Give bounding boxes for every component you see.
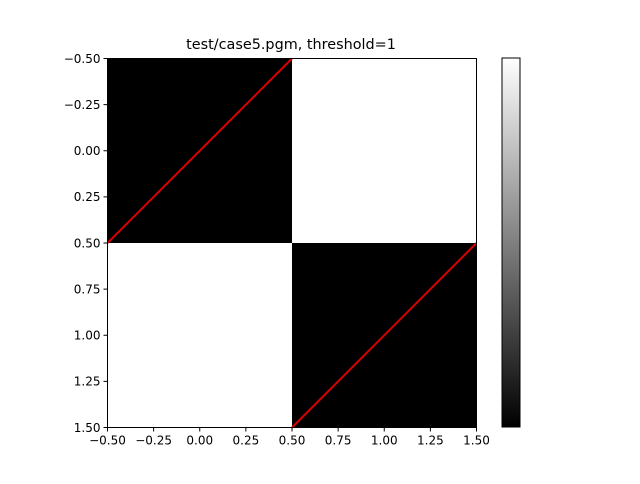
y-tick-label: 1.25 [74,375,101,389]
colorbar [501,57,521,428]
x-tick-label: 0.00 [186,434,213,448]
x-tick-label: −0.50 [89,434,126,448]
y-axis: −0.50 −0.25 0.00 0.25 0.50 0.75 1.00 1.25 1.50 [64,52,108,435]
heatmap-cell [107,243,292,428]
y-tick-label: −0.50 [64,52,101,66]
x-tick-label: 0.75 [325,434,352,448]
x-axis: −0.50 −0.25 0.00 0.25 0.50 0.75 1.00 1.25 1.50 [89,427,490,448]
x-tick-label: 0.50 [279,434,306,448]
y-tick-label: 0.25 [74,190,101,204]
overlay-lines [106,57,478,429]
x-tick-label: 1.25 [417,434,444,448]
x-tick-label: 1.50 [463,434,490,448]
y-tick-label: 1.00 [74,329,101,343]
y-tick-label: −0.25 [64,98,101,112]
y-tick-label: 0.00 [74,144,101,158]
y-tick-label: 1.50 [74,421,101,435]
chart-title: test/case5.pgm, threshold=1 [186,37,396,53]
x-tick-label: 1.00 [371,434,398,448]
heatmap-cell [292,58,477,243]
overlay-line [291,242,478,429]
x-tick-label: 0.25 [233,434,260,448]
overlay-line [106,57,293,244]
heatmap-cells [107,58,477,428]
y-tick-label: 0.75 [74,282,101,296]
y-tick-label: 0.50 [74,236,101,250]
x-tick-label: −0.25 [135,434,172,448]
